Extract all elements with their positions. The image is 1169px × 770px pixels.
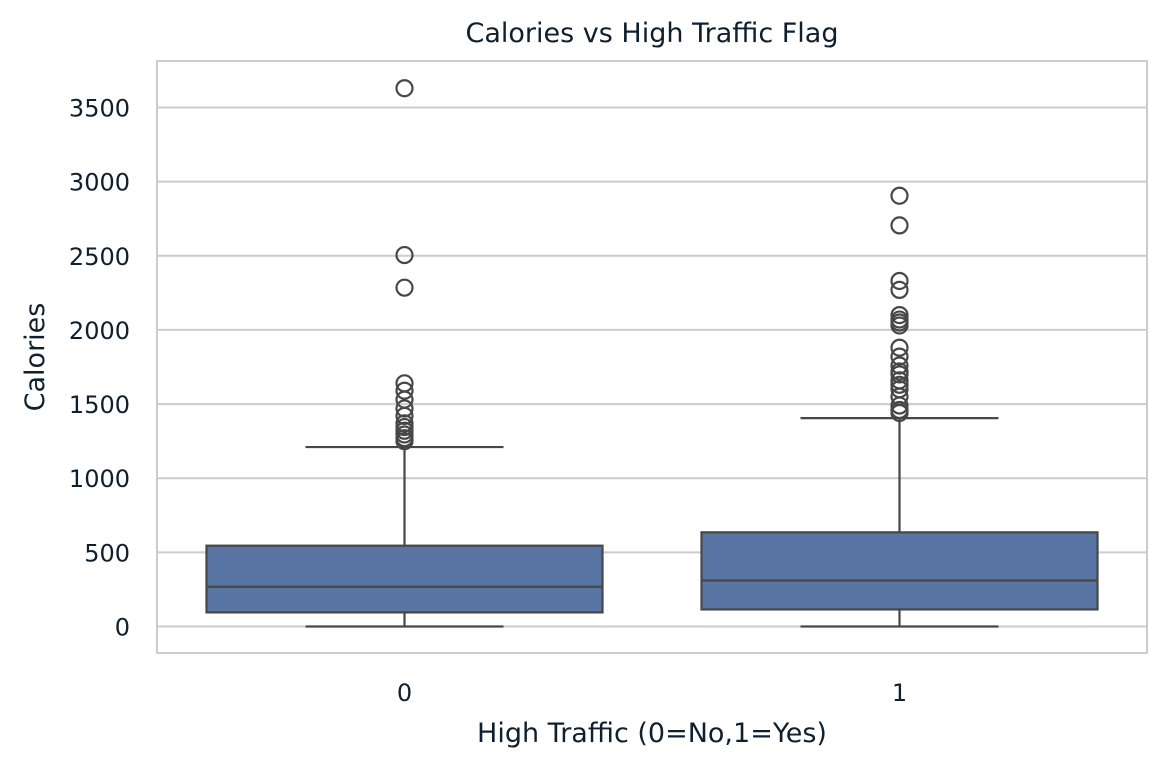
y-axis-label: Calories <box>20 303 51 412</box>
outlier-point <box>890 371 909 390</box>
x-tick-label: 1 <box>892 679 907 707</box>
plot-frame <box>156 60 1148 654</box>
outlier-point <box>395 79 414 98</box>
y-tick-label: 0 <box>115 614 130 642</box>
y-tick-label: 3500 <box>69 95 130 123</box>
outlier-point <box>890 280 909 299</box>
outlier-point <box>395 414 414 433</box>
outlier-point <box>890 338 909 357</box>
outlier-point <box>395 399 414 418</box>
outlier-point <box>890 306 909 325</box>
outlier-point <box>890 362 909 381</box>
y-tick-label: 3000 <box>69 169 130 197</box>
outlier-point <box>395 245 414 265</box>
outlier-point <box>890 216 909 235</box>
y-tick-label: 500 <box>84 539 130 567</box>
outlier-point <box>890 310 909 329</box>
chart-title: Calories vs High Traffic Flag <box>466 18 839 49</box>
outlier-point <box>890 375 909 394</box>
outlier-point <box>890 186 909 205</box>
box-plots <box>205 79 1099 628</box>
x-tick-label: 0 <box>397 679 412 707</box>
outlier-point <box>890 400 909 420</box>
box-group-1 <box>700 186 1099 628</box>
y-tick-label: 1500 <box>69 391 130 419</box>
outlier-point <box>890 347 909 366</box>
y-tick-label: 2000 <box>69 317 130 345</box>
outlier-point <box>890 380 909 399</box>
outlier-point <box>395 381 414 400</box>
y-tick-label: 1000 <box>69 465 130 493</box>
y-tick-label: 2500 <box>69 243 130 271</box>
box-group-0 <box>205 79 604 628</box>
iqr-box <box>700 531 1099 611</box>
iqr-box <box>205 544 604 614</box>
outlier-point <box>395 374 414 393</box>
outlier-point <box>395 278 414 297</box>
outlier-point <box>890 356 909 375</box>
outlier-point <box>890 271 909 291</box>
x-axis-label: High Traffic (0=No,1=Yes) <box>477 718 827 749</box>
y-tick-labels: 0 500 1000 1500 2000 2500 3000 3500 <box>69 95 130 642</box>
